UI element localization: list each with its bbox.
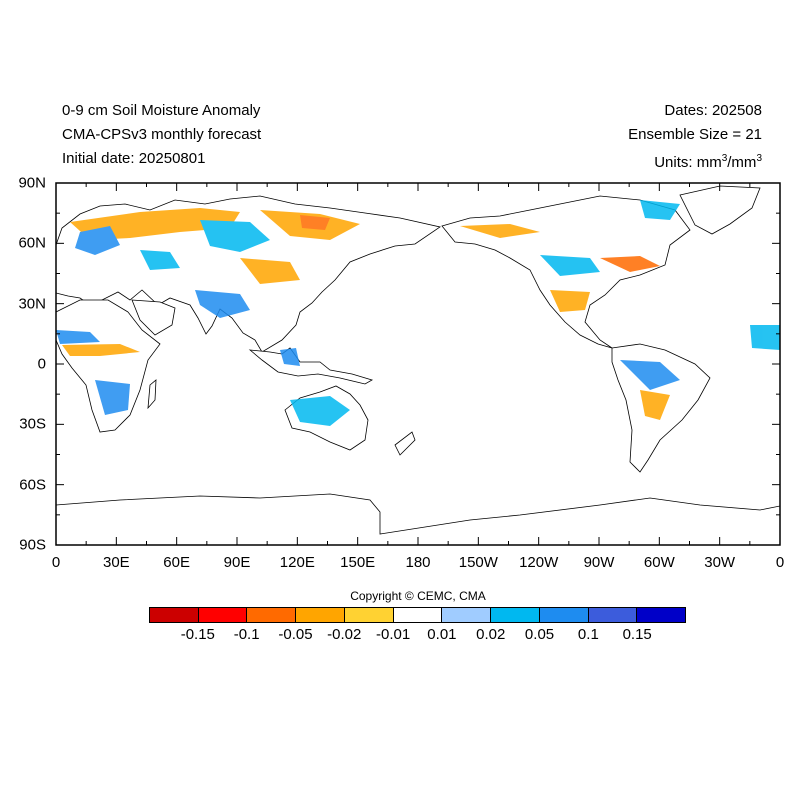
forecast-dates: Dates: 202508 bbox=[664, 102, 762, 119]
colorbar-label: 0.05 bbox=[524, 626, 555, 643]
colorbar-label: 0.02 bbox=[476, 626, 506, 643]
map-subtitle: CMA-CPSv3 monthly forecast bbox=[62, 126, 262, 143]
lat-tick-label: 90S bbox=[19, 536, 46, 554]
colorbar-box bbox=[150, 608, 199, 622]
colorbar-label: -0.1 bbox=[233, 626, 260, 643]
lon-tick-label: 0 bbox=[51, 554, 61, 571]
colorbar-label: -0.05 bbox=[278, 626, 313, 643]
lon-tick-label: 150W bbox=[458, 554, 498, 571]
lon-tick-label: 120E bbox=[279, 554, 315, 571]
new-zealand bbox=[394, 431, 416, 456]
lat-tick-label: 0 bbox=[37, 355, 46, 373]
colorbar-label: -0.02 bbox=[327, 626, 362, 643]
lon-tick-label: 30W bbox=[704, 554, 736, 571]
lon-tick-label: 60W bbox=[643, 554, 675, 571]
lat-tick-label: 60S bbox=[19, 476, 46, 494]
lat-tick-label: 30N bbox=[18, 295, 46, 313]
colorbar-box bbox=[637, 608, 686, 622]
lon-tick-label: 150E bbox=[340, 554, 376, 571]
greenland bbox=[679, 185, 761, 235]
lat-tick-label: 60N bbox=[18, 234, 46, 252]
madagascar bbox=[147, 379, 157, 410]
colorbar-label: -0.15 bbox=[180, 626, 215, 643]
colorbar-box bbox=[344, 608, 394, 622]
initial-date: Initial date: 20250801 bbox=[62, 150, 206, 167]
antarctica-landmass bbox=[56, 493, 780, 545]
lon-tick-label: 180 bbox=[405, 554, 431, 571]
colorbar-box bbox=[247, 608, 297, 622]
colorbar-box bbox=[539, 608, 589, 622]
maritime-continent bbox=[248, 347, 374, 385]
colorbar-label: -0.01 bbox=[375, 626, 411, 643]
arabia-landmass bbox=[131, 299, 176, 336]
axis-ticks bbox=[55, 182, 781, 546]
continent-layer bbox=[56, 185, 780, 545]
colorbar-box bbox=[491, 608, 540, 622]
ensemble-size: Ensemble Size = 21 bbox=[628, 126, 762, 143]
colorbar-box bbox=[198, 608, 248, 622]
lon-tick-label: 60E bbox=[163, 554, 191, 571]
copyright-notice: Copyright © CEMC, CMA bbox=[350, 589, 486, 603]
colorbar-box bbox=[393, 608, 443, 622]
map-title: 0-9 cm Soil Moisture Anomaly bbox=[62, 102, 261, 119]
lon-tick-label: 90W bbox=[583, 554, 615, 571]
lat-tick-label: 30S bbox=[19, 415, 46, 433]
lat-tick-label: 90N bbox=[18, 174, 46, 192]
colorbar-label: 0.1 bbox=[577, 626, 599, 643]
lon-tick-label: 90E bbox=[223, 554, 251, 571]
colorbar bbox=[149, 607, 686, 623]
lon-tick-label: 30E bbox=[102, 554, 130, 571]
colorbar-label: 0.01 bbox=[427, 626, 457, 643]
colorbar-box bbox=[296, 608, 345, 622]
colorbar-box bbox=[442, 608, 492, 622]
anomaly-shading bbox=[56, 200, 780, 426]
colorbar-label: 0.15 bbox=[622, 626, 652, 643]
colorbar-box bbox=[588, 608, 638, 622]
lon-tick-label: 120W bbox=[519, 554, 559, 571]
lon-tick-label: 0 bbox=[775, 554, 785, 571]
units-label: Units: mm3/mm3 bbox=[654, 153, 762, 171]
